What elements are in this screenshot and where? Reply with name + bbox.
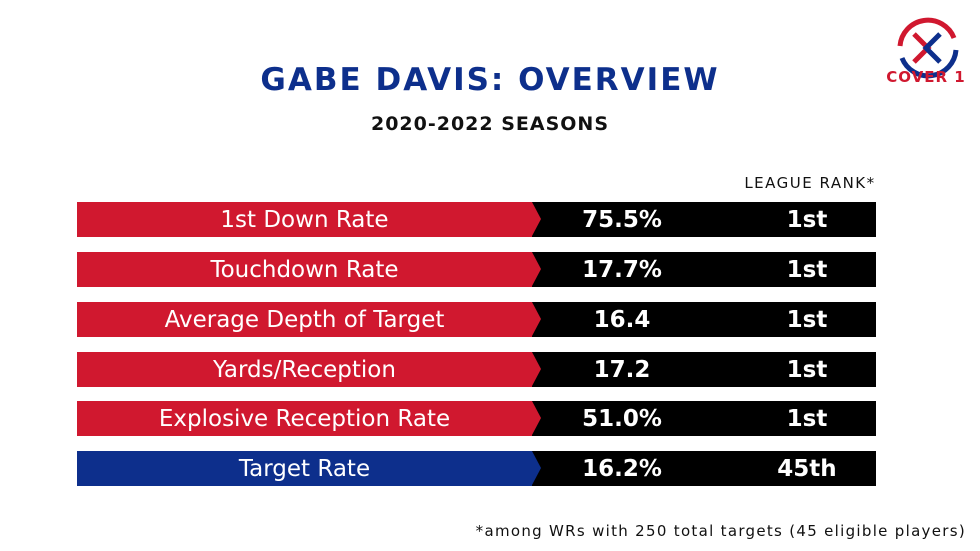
stat-row: Touchdown Rate 17.7% 1st bbox=[77, 252, 876, 287]
logo-text: COVER 1 bbox=[886, 68, 966, 86]
stat-label: Touchdown Rate bbox=[77, 252, 532, 287]
stat-row: Target Rate 16.2% 45th bbox=[77, 451, 876, 486]
stat-rank: 1st bbox=[786, 306, 828, 333]
league-rank-header: LEAGUE RANK* bbox=[744, 174, 876, 192]
stat-label: Explosive Reception Rate bbox=[77, 401, 532, 436]
footnote: *among WRs with 250 total targets (45 el… bbox=[475, 522, 966, 540]
stat-value: 17.7% bbox=[582, 256, 662, 283]
stat-rank: 1st bbox=[786, 256, 828, 283]
stat-row: Yards/Reception 17.2 1st bbox=[77, 352, 876, 387]
stat-rank: 1st bbox=[786, 405, 828, 432]
cover1-logo-icon bbox=[897, 17, 959, 79]
stat-row: 1st Down Rate 75.5% 1st bbox=[77, 202, 876, 237]
arrow-shape bbox=[532, 451, 541, 485]
stat-value: 16.2% bbox=[582, 455, 662, 482]
stat-row: Explosive Reception Rate 51.0% 1st bbox=[77, 401, 876, 436]
stat-value: 75.5% bbox=[582, 206, 662, 233]
stat-rank: 1st bbox=[786, 356, 828, 383]
stat-value: 51.0% bbox=[582, 405, 662, 432]
stat-label: Yards/Reception bbox=[77, 352, 532, 387]
arrow-shape bbox=[532, 202, 541, 236]
stat-rank: 45th bbox=[777, 455, 837, 482]
stat-value: 16.4 bbox=[593, 306, 651, 333]
arrow-shape bbox=[532, 401, 541, 435]
arrow-shape bbox=[532, 252, 541, 286]
arrow-shape bbox=[532, 302, 541, 336]
stat-label: Target Rate bbox=[77, 451, 532, 486]
stat-label: 1st Down Rate bbox=[77, 202, 532, 237]
stat-label: Average Depth of Target bbox=[77, 302, 532, 337]
page-title: GABE DAVIS: OVERVIEW bbox=[260, 62, 720, 98]
stat-rank: 1st bbox=[786, 206, 828, 233]
page-subtitle: 2020-2022 SEASONS bbox=[370, 113, 610, 135]
stat-row: Average Depth of Target 16.4 1st bbox=[77, 302, 876, 337]
arrow-shape bbox=[532, 352, 541, 386]
stat-value: 17.2 bbox=[593, 356, 651, 383]
